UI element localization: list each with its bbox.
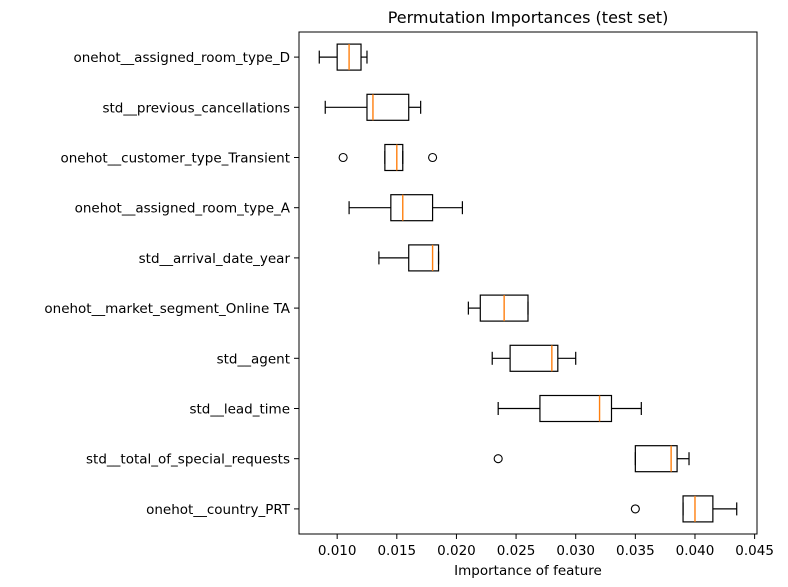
plot-frame [298,31,758,535]
x-tick-label: 0.025 [497,543,536,559]
x-tick-label: 0.040 [676,543,715,559]
box-group [630,495,738,523]
box-group [497,394,642,423]
box-iqr [408,244,440,272]
x-tick-label: 0.035 [616,543,655,559]
x-tick-label: 0.015 [377,543,416,559]
x-axis-label: Importance of feature [454,563,602,579]
box-group [348,194,464,222]
y-tick-label: onehot__market_segment_Online TA [44,301,290,317]
box-group [324,93,422,121]
box-iqr [539,394,613,423]
y-tick-label: onehot__assigned_room_type_D [73,50,290,66]
x-tick-label: 0.030 [556,543,595,559]
box-group [493,445,690,473]
box-group [338,143,438,172]
y-tick-label: onehot__customer_type_Transient [60,151,290,167]
outlier-point [428,152,438,163]
x-tick-label: 0.020 [437,543,476,559]
box-iqr [390,194,434,222]
y-tick-label: std__arrival_date_year [139,251,291,267]
box-iqr [682,495,714,523]
outlier-point [338,152,348,163]
box-iqr [509,344,559,372]
outlier-point [630,504,640,514]
box-group [318,43,368,71]
x-tick-label: 0.010 [318,543,357,559]
box-iqr [634,445,678,473]
y-tick-label: std__lead_time [189,402,290,418]
y-tick-label: std__agent [217,351,290,367]
box-iqr [366,93,410,121]
outlier-point [493,454,503,464]
box-group [378,244,440,272]
box-group [467,294,529,322]
x-tick-label: 0.045 [735,543,774,559]
y-tick-label: std__previous_cancellations [102,100,290,116]
y-tick-label: onehot__assigned_room_type_A [75,201,291,217]
chart-title: Permutation Importances (test set) [388,8,669,27]
y-tick-label: std__total_of_special_requests [86,452,290,468]
box-group [491,344,577,372]
box-iqr [384,143,404,172]
y-tick-label: onehot__country_PRT [146,502,291,518]
plot-area: onehot__assigned_room_type_D std__previou… [44,31,774,559]
